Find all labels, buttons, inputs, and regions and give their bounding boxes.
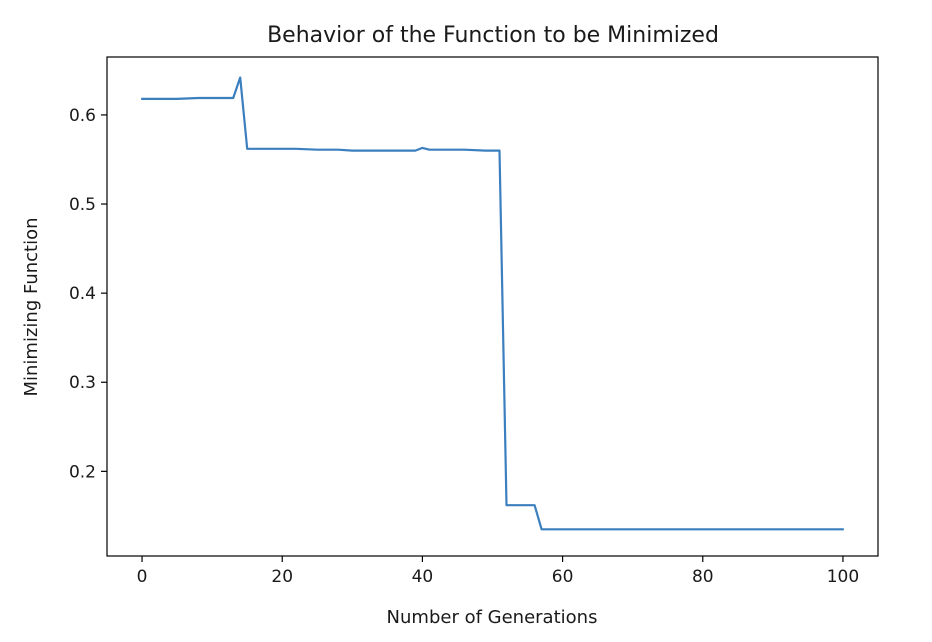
y-axis-ticks: 0.2 0.3 0.4 0.5 0.6 (69, 106, 107, 482)
y-tick-label: 0.3 (69, 373, 96, 393)
y-tick-label: 0.4 (69, 284, 96, 304)
series-line (140, 76, 845, 531)
x-tick-label: 100 (827, 567, 859, 587)
y-tick-label: 0.5 (69, 195, 96, 215)
y-axis-label: Minimizing Function (21, 217, 42, 396)
y-tick-label: 0.2 (69, 462, 96, 482)
x-tick-label: 20 (271, 567, 293, 587)
series-layer (140, 76, 845, 531)
x-axis-ticks: 0 20 40 60 80 100 (137, 556, 859, 587)
x-tick-label: 60 (552, 567, 574, 587)
x-tick-label: 80 (692, 567, 714, 587)
x-axis-label: Number of Generations (387, 607, 598, 628)
x-tick-label: 40 (412, 567, 434, 587)
plot-area-frame (106, 56, 879, 557)
chart-title: Behavior of the Function to be Minimized (267, 23, 719, 48)
x-tick-label: 0 (137, 567, 148, 587)
y-tick-label: 0.6 (69, 106, 96, 126)
